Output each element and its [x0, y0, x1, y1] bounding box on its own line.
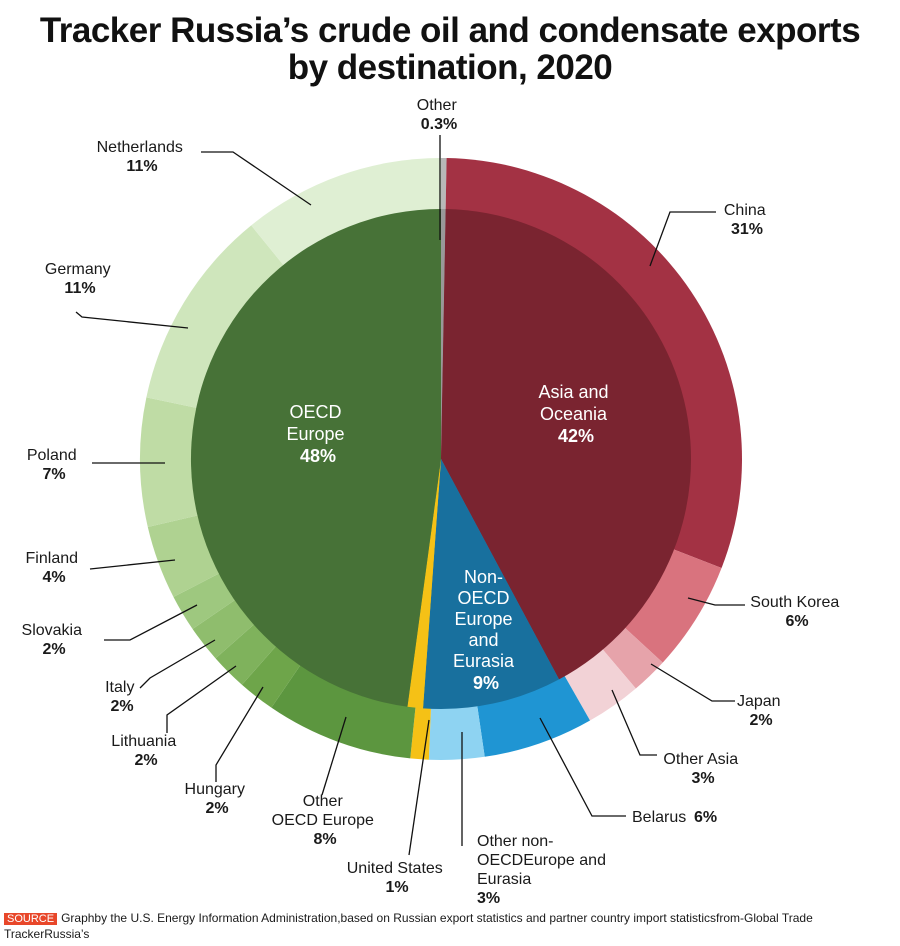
label-lithuania-name: Lithuania [111, 733, 176, 750]
label-other-oecd-europe-line2: OECD Europe [272, 812, 374, 829]
label-other-non-oecd-line3: Eurasia [477, 871, 531, 888]
label-germany: Germany 11% [45, 261, 115, 297]
label-italy: Italy 2% [105, 679, 139, 715]
label-belarus-name: Belarus [632, 809, 686, 826]
label-slovakia-name: Slovakia [22, 622, 83, 639]
chart-title-line1: Tracker Russia’s crude oil and condensat… [39, 11, 861, 50]
leader-hungary [215, 686, 264, 782]
source-text: Graphby the U.S. Energy Information Admi… [4, 911, 813, 941]
label-china-value: 31% [731, 221, 763, 238]
label-finland-name: Finland [26, 550, 78, 567]
label-other-asia-name: Other Asia [663, 751, 738, 768]
label-other-oecd-europe-value: 8% [313, 831, 336, 848]
label-japan-value: 2% [749, 712, 772, 729]
label-slovakia: Slovakia 2% [22, 622, 87, 658]
inner-slice-oecd-europe [190, 208, 441, 707]
label-other-non-oecd-value: 3% [477, 890, 500, 907]
label-non-oecd-line5: Eurasia [453, 651, 515, 671]
leader-china [649, 211, 716, 267]
label-non-oecd: Non- OECD Europe and Eurasia 9% [453, 567, 519, 693]
label-japan-name: Japan [737, 693, 781, 710]
inner-slice-asia-and-oceania [441, 209, 692, 680]
inner-slice-other [441, 208, 446, 459]
label-other-non-oecd-line2: OECDEurope and [477, 852, 606, 869]
label-other-oecd-europe-line1: Other [303, 793, 344, 810]
source-tag: SOURCE [4, 913, 58, 925]
leader-slovakia [104, 604, 198, 641]
label-south-korea-value: 6% [785, 613, 808, 630]
label-united-states: United States 1% [347, 860, 448, 896]
label-asia-oceania-value: 42% [558, 426, 594, 446]
label-oecd-europe-line2: Europe [286, 424, 344, 444]
leader-belarus [539, 717, 626, 817]
label-hungary-value: 2% [205, 800, 228, 817]
label-hungary: Hungary 2% [185, 781, 250, 817]
label-non-oecd-line3: Europe [454, 609, 512, 629]
label-united-states-value: 1% [385, 879, 408, 896]
label-netherlands-value: 11% [126, 158, 157, 175]
label-lithuania-value: 2% [134, 752, 157, 769]
leader-germany [75, 311, 189, 329]
label-belarus-value: 6% [694, 809, 717, 826]
label-lithuania: Lithuania 2% [111, 733, 180, 769]
leader-south-korea [687, 597, 745, 606]
label-poland-value: 7% [42, 466, 65, 483]
chart-title-line2: by destination, 2020 [287, 48, 613, 87]
label-netherlands-name: Netherlands [97, 139, 183, 156]
source-note: SOURCE Graphby the U.S. Energy Informatio… [4, 911, 884, 942]
label-oecd-europe-value: 48% [300, 446, 336, 466]
leader-united-states [408, 719, 430, 856]
label-asia-oceania-line1: Asia and [538, 382, 608, 402]
label-japan: Japan 2% [737, 693, 785, 729]
label-united-states-name: United States [347, 860, 443, 877]
label-non-oecd-value: 9% [473, 673, 499, 693]
label-other-non-oecd: Other non- OECDEurope and Eurasia 3% [477, 833, 610, 907]
leader-lithuania [166, 665, 237, 733]
label-poland: Poland 7% [27, 447, 81, 483]
leader-netherlands [201, 151, 312, 206]
label-slovakia-value: 2% [42, 641, 65, 658]
label-other-asia: Other Asia 3% [663, 751, 742, 787]
leader-italy [139, 639, 216, 689]
label-other-non-oecd-line1: Other non- [477, 833, 553, 850]
label-other-name: Other [417, 97, 458, 114]
label-non-oecd-line2: OECD [457, 588, 509, 608]
label-germany-name: Germany [45, 261, 111, 278]
leader-other-asia [611, 689, 657, 756]
inner-slice-united-states [407, 459, 441, 709]
label-finland: Finland 4% [26, 550, 83, 586]
label-other-oecd-europe: Other OECD Europe 8% [272, 793, 379, 848]
label-belarus: Belarus 6% [632, 809, 717, 826]
inner-slice-non-oecd-europe-and-eurasia [423, 459, 560, 709]
inner-pie [190, 208, 692, 709]
label-italy-value: 2% [110, 698, 133, 715]
label-asia-oceania: Asia and Oceania 42% [538, 382, 613, 446]
label-non-oecd-line4: and [468, 630, 498, 650]
label-poland-name: Poland [27, 447, 77, 464]
label-south-korea: South Korea 6% [750, 594, 843, 630]
label-oecd-europe: OECD Europe 48% [286, 402, 349, 466]
label-other: Other 0.3% [417, 97, 461, 133]
label-other-value: 0.3% [421, 116, 457, 133]
label-germany-value: 11% [64, 280, 95, 297]
leader-japan [650, 663, 735, 702]
chart-title: Tracker Russia’s crude oil and condensat… [0, 12, 900, 86]
label-netherlands: Netherlands 11% [97, 139, 188, 175]
label-other-asia-value: 3% [691, 770, 714, 787]
label-china-name: China [724, 202, 766, 219]
label-oecd-europe-line1: OECD [289, 402, 341, 422]
leader-other-oecd [321, 716, 347, 796]
leader-finland [89, 559, 176, 570]
label-finland-value: 4% [42, 569, 65, 586]
leader-lines [75, 135, 745, 856]
label-non-oecd-line1: Non- [464, 567, 503, 587]
label-china: China 31% [724, 202, 770, 238]
label-hungary-name: Hungary [185, 781, 245, 798]
label-asia-oceania-line2: Oceania [540, 404, 608, 424]
label-italy-name: Italy [105, 679, 134, 696]
label-south-korea-name: South Korea [750, 594, 839, 611]
